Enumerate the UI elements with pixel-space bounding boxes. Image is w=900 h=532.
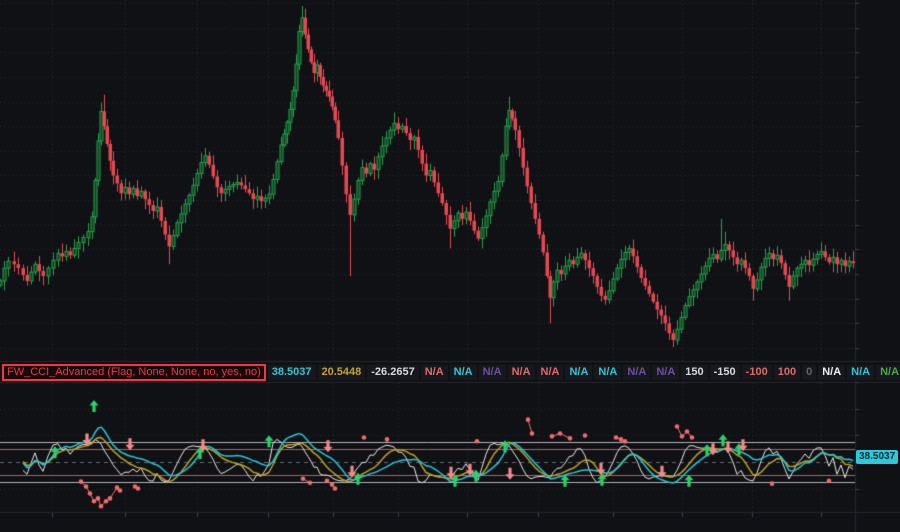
status-value-5: N/A xyxy=(478,365,506,380)
status-value-15: 100 xyxy=(773,365,801,380)
status-value-11: N/A xyxy=(652,365,680,380)
indicator-status-bar: FW_CCI_Advanced (Flag, None, None, no, y… xyxy=(0,362,900,383)
indicator-pane[interactable] xyxy=(0,383,855,513)
status-value-14: -100 xyxy=(741,365,772,380)
status-value-8: N/A xyxy=(565,365,593,380)
status-value-6: N/A xyxy=(507,365,535,380)
indicator-label[interactable]: FW_CCI_Advanced (Flag, None, None, no, y… xyxy=(2,364,266,381)
status-value-0: 38.5037 xyxy=(267,365,316,380)
status-value-16: 0 xyxy=(802,365,817,380)
status-value-2: -26.2657 xyxy=(367,365,419,380)
status-value-13: -150 xyxy=(709,365,740,380)
price-axis[interactable]: 172.5170167.5165162.5160157.5155152.5150… xyxy=(855,0,900,513)
status-value-4: N/A xyxy=(449,365,477,380)
status-value-18: N/A xyxy=(847,365,875,380)
status-value-12: 150 xyxy=(681,365,708,380)
status-value-19: N/A xyxy=(876,365,900,380)
indicator-value-badge: 38.5037 xyxy=(856,449,899,464)
status-value-9: N/A xyxy=(594,365,622,380)
price-pane[interactable] xyxy=(0,0,855,361)
status-value-7: N/A xyxy=(536,365,564,380)
status-value-1: 20.5448 xyxy=(317,365,366,380)
status-value-10: N/A xyxy=(623,365,651,380)
status-value-3: N/A xyxy=(420,365,448,380)
time-axis[interactable]: OctNovDec18FebMarAprMayJunJulAugSep xyxy=(0,513,900,532)
status-value-17: N/A xyxy=(818,365,846,380)
